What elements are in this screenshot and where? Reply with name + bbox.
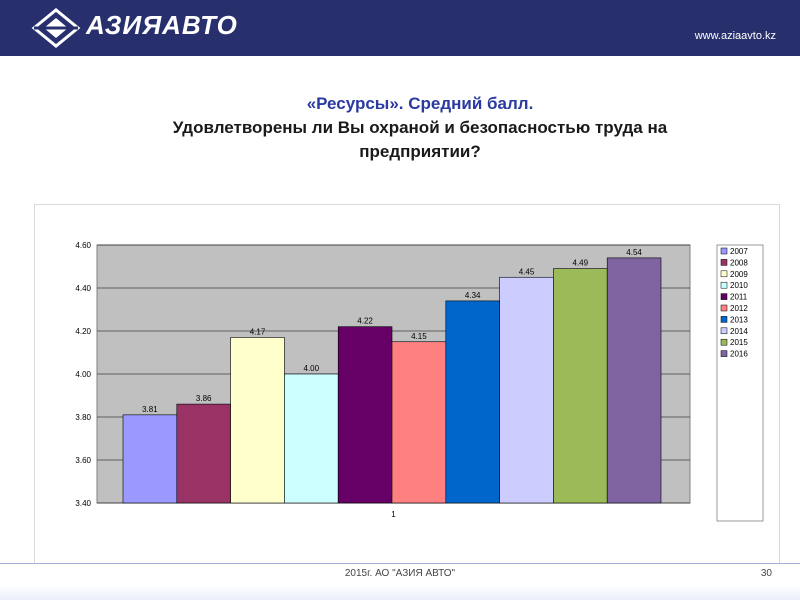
legend-item: 2012 xyxy=(720,304,748,313)
bar-2013 xyxy=(445,300,500,504)
bar-2009 xyxy=(230,337,285,504)
y-tick-label: 3.60 xyxy=(75,456,91,465)
y-tick-label: 3.80 xyxy=(75,413,91,422)
legend-swatch xyxy=(720,293,728,300)
y-tick-label: 3.40 xyxy=(75,499,91,508)
data-label: 4.22 xyxy=(357,317,373,326)
legend-item: 2009 xyxy=(720,270,748,279)
legend-swatch xyxy=(720,270,728,278)
x-tick-label: 1 xyxy=(391,510,396,519)
legend-swatch xyxy=(720,259,728,266)
page-number: 30 xyxy=(760,568,772,579)
legend-item: 2016 xyxy=(720,350,748,359)
data-label: 4.49 xyxy=(573,259,589,268)
data-label: 4.45 xyxy=(519,267,535,276)
chart-container: 3.40 3.60 3.80 4.00 4.20 4.40 4.60 3.81 3.86 4.17… xyxy=(34,204,780,564)
bar-2016 xyxy=(606,257,662,504)
legend-swatch xyxy=(720,281,728,289)
legend-item: 2008 xyxy=(720,258,748,267)
data-label: 4.15 xyxy=(411,332,427,341)
legend-label: 2014 xyxy=(730,327,748,336)
bar-2015 xyxy=(553,268,608,504)
legend-label: 2011 xyxy=(730,293,748,302)
legend-label: 2012 xyxy=(730,304,748,313)
legend-label: 2010 xyxy=(730,281,748,290)
footer-divider xyxy=(0,563,800,564)
legend-label: 2015 xyxy=(730,338,748,347)
legend-swatch xyxy=(720,304,728,312)
logo-text: АЗИЯАВТО xyxy=(86,10,238,40)
bar-2010 xyxy=(284,373,339,504)
data-label: 4.00 xyxy=(304,364,320,373)
legend-item: 2015 xyxy=(720,338,748,347)
bar-chart: 3.40 3.60 3.80 4.00 4.20 4.40 4.60 3.81 3.86 4.17… xyxy=(75,241,764,522)
y-tick-label: 4.20 xyxy=(75,327,91,336)
legend-swatch xyxy=(720,316,728,323)
data-label: 4.54 xyxy=(626,248,642,257)
data-label: 3.86 xyxy=(196,394,212,403)
data-label: 3.81 xyxy=(142,405,158,414)
data-label: 4.17 xyxy=(250,327,266,336)
legend-item: 2010 xyxy=(720,281,748,290)
logo-icon xyxy=(31,8,81,48)
legend-swatch xyxy=(720,338,728,346)
legend-box xyxy=(716,244,764,522)
bottom-band xyxy=(0,586,800,600)
bar-2014 xyxy=(499,276,554,504)
bar-2008 xyxy=(176,403,231,504)
legend-item: 2013 xyxy=(720,315,748,324)
page-title: «Ресурсы». Средний балл. Удовлетворены л… xyxy=(120,92,720,164)
header-bar: АЗИЯАВТО www.aziaavto.kz xyxy=(0,0,800,56)
legend-swatch xyxy=(720,247,728,255)
legend-label: 2008 xyxy=(730,258,748,267)
legend-item: 2011 xyxy=(720,293,748,302)
legend-item: 2007 xyxy=(720,247,748,256)
legend-label: 2013 xyxy=(730,315,748,324)
legend-label: 2016 xyxy=(730,350,748,359)
title-line-1: «Ресурсы». Средний балл. xyxy=(306,94,534,113)
data-label: 4.34 xyxy=(465,291,481,300)
footer-text: 2015г. АО "АЗИЯ АВТО" xyxy=(344,568,456,579)
legend-item: 2014 xyxy=(720,327,748,336)
y-tick-label: 4.60 xyxy=(75,241,91,250)
y-tick-label: 4.00 xyxy=(75,370,91,379)
bar-2011 xyxy=(337,326,393,504)
bar-2012 xyxy=(391,341,447,504)
site-url[interactable]: www.aziaavto.kz xyxy=(694,30,776,42)
y-tick-label: 4.40 xyxy=(75,284,91,293)
legend-label: 2009 xyxy=(730,270,748,279)
legend-label: 2007 xyxy=(730,247,748,256)
legend-swatch xyxy=(720,350,728,357)
title-line-2: Удовлетворены ли Вы охраной и безопаснос… xyxy=(172,118,668,161)
bar-2007 xyxy=(122,414,178,504)
legend-swatch xyxy=(720,327,728,335)
